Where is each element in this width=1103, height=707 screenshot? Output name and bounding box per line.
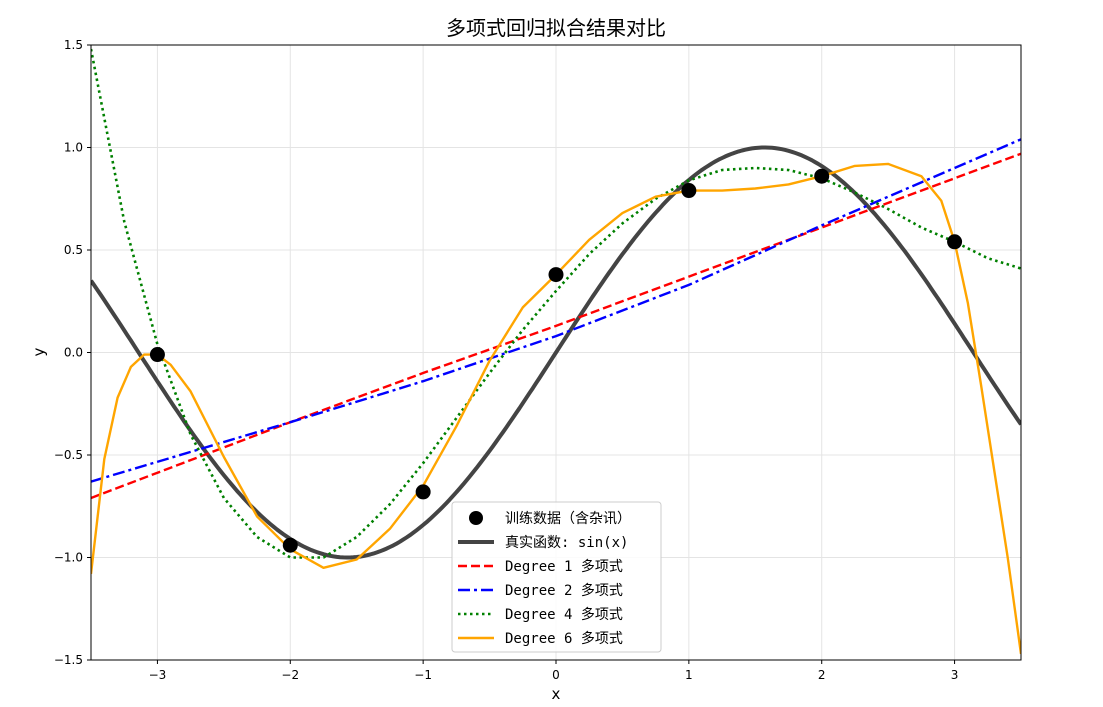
y-axis-label: y <box>30 347 48 356</box>
y-tick-label-5: 1.0 <box>64 141 83 155</box>
chart-title: 多项式回归拟合结果对比 <box>446 16 666 40</box>
training-point-5 <box>814 168 830 184</box>
y-tick-label-0: −1.5 <box>54 653 83 667</box>
legend-label-1: 真实函数: sin(x) <box>505 535 628 551</box>
legend-box <box>451 501 662 653</box>
training-point-2 <box>415 484 431 500</box>
y-tick-label-2: −0.5 <box>54 448 83 462</box>
legend-label-4: Degree 4 多项式 <box>505 606 623 623</box>
training-point-1 <box>282 537 298 553</box>
tick-labels: −3 −2 −1 0 1 2 3 −1.5 −1.0 −0.5 0.0 0.5 1.0 1.5 <box>54 38 959 682</box>
legend-label-2: Degree 1 多项式 <box>505 558 623 575</box>
training-point-0 <box>149 347 165 363</box>
training-point-6 <box>947 234 963 250</box>
legend-label-3: Degree 2 多项式 <box>505 582 623 599</box>
training-point-4 <box>681 183 697 199</box>
plot-area <box>91 48 1021 655</box>
training-point-3 <box>548 267 564 283</box>
x-tick-label-4: 1 <box>685 668 693 682</box>
x-axis-label: x <box>552 685 561 703</box>
series-line-3 <box>91 48 1021 559</box>
legend-label-0: 训练数据（含杂讯） <box>505 511 631 527</box>
legend-marker-0 <box>469 511 483 525</box>
x-tick-label-5: 2 <box>818 668 826 682</box>
y-tick-label-1: −1.0 <box>54 551 83 565</box>
legend: 训练数据（含杂讯） 真实函数: sin(x) Degree 1 多项式 Degree … <box>451 501 662 653</box>
x-tick-label-3: 0 <box>552 668 560 682</box>
x-tick-label-1: −2 <box>281 668 299 682</box>
x-tick-label-6: 3 <box>951 668 959 682</box>
x-tick-label-2: −1 <box>414 668 432 682</box>
y-tick-label-3: 0.0 <box>64 346 83 360</box>
series-line-2 <box>91 138 1021 483</box>
axes <box>87 44 1022 664</box>
y-tick-label-6: 1.5 <box>64 38 83 52</box>
x-tick-label-0: −3 <box>149 668 167 682</box>
legend-label-5: Degree 6 多项式 <box>505 630 623 647</box>
y-tick-label-4: 0.5 <box>64 243 83 257</box>
series-line-0 <box>91 145 1021 560</box>
